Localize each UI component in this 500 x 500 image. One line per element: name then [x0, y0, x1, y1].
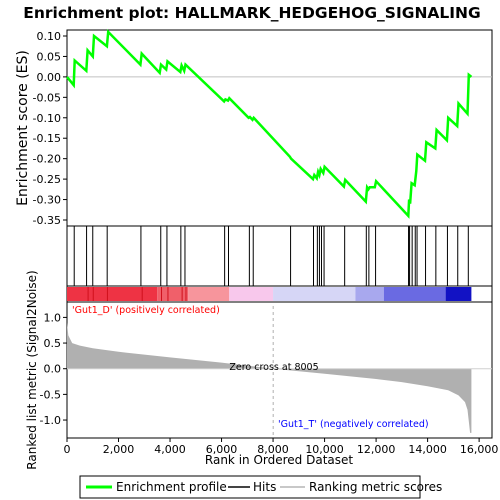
es-y-tick-label: 0.00 — [37, 71, 62, 84]
es-y-tick-label: -0.10 — [33, 112, 61, 125]
plot-title: Enrichment plot: HALLMARK_HEDGEHOG_SIGNA… — [23, 4, 481, 22]
es-y-tick-label: -0.25 — [33, 173, 61, 186]
es-y-tick-label: -0.35 — [33, 214, 61, 227]
ranked-metric-panel: 1.0 0.5 0.0 -0.5 -1.0 0 2,000 4,000 6,000 8,000 1… — [25, 270, 498, 469]
es-panel-frame — [66, 29, 493, 227]
hits-panel-frame — [66, 225, 493, 287]
hit-marks — [73, 226, 469, 286]
ranked-y-tick-label: 0.5 — [44, 337, 62, 350]
ranked-x-tick-label: 14,000 — [408, 443, 447, 456]
zero-cross-label: Zero cross at 8005 — [229, 362, 318, 373]
es-panel: 0.10 0.05 0.00 -0.05 -0.10 -0.15 -0.20 -0.25 -0.… — [15, 29, 493, 227]
ranked-y-tick-label: -1.0 — [40, 414, 61, 427]
colorbar-streak — [185, 287, 187, 301]
colorbar-segment — [229, 287, 274, 301]
ranked-y-tick-label: -0.5 — [40, 388, 61, 401]
ranked-y-ticks: 1.0 0.5 0.0 -0.5 -1.0 — [40, 311, 67, 427]
legend-ranking-label: Ranking metric scores — [309, 480, 442, 494]
colorbar-streak — [181, 287, 183, 301]
ranked-metric-area — [67, 322, 472, 433]
colorbar-streak — [106, 287, 108, 301]
es-y-tick-label: -0.30 — [33, 194, 61, 207]
legend-hits-label: Hits — [253, 480, 276, 494]
colorbar-streak — [92, 287, 94, 301]
ranked-x-tick-label: 16,000 — [460, 443, 499, 456]
colorbar-segment — [188, 287, 230, 301]
es-y-tick-label: -0.15 — [33, 132, 61, 145]
ranked-x-tick-label: 8,000 — [257, 443, 289, 456]
es-profile-line — [66, 29, 473, 219]
ranked-x-tick-label: 10,000 — [305, 443, 344, 456]
colorbar-segment — [273, 287, 356, 301]
ranked-x-tick-label: 6,000 — [206, 443, 238, 456]
ranked-y-axis-label: Ranked list metric (Signal2Noise) — [25, 270, 39, 469]
es-y-axis-label: Enrichment score (ES) — [15, 50, 31, 206]
ranked-x-ticks: 0 2,000 4,000 6,000 8,000 10,000 12,000 14,000 1… — [64, 438, 499, 456]
es-y-tick-label: -0.20 — [33, 153, 61, 166]
ranked-y-tick-label: 1.0 — [44, 311, 62, 324]
colorbar-streak — [141, 287, 143, 301]
colorbar-segment — [445, 287, 472, 301]
es-y-tick-label: -0.05 — [33, 91, 61, 104]
positive-correlated-label: 'Gut1_D' (positively correlated) — [72, 305, 220, 316]
ranked-y-tick-label: 0.0 — [44, 363, 62, 376]
ranked-x-tick-label: 4,000 — [154, 443, 186, 456]
es-y-tick-label: 0.05 — [37, 50, 62, 63]
hits-panel — [66, 225, 493, 287]
colorbar-streak — [167, 287, 169, 301]
es-y-ticks: 0.10 0.05 0.00 -0.05 -0.10 -0.15 -0.20 -0.25 -0.… — [33, 30, 67, 227]
colorbar-streak — [87, 287, 89, 301]
colorbar-segments — [67, 287, 472, 301]
ranked-x-tick-label: 12,000 — [357, 443, 396, 456]
ranked-x-tick-label: 0 — [64, 443, 71, 456]
colorbar-segment — [67, 287, 158, 301]
colorbar-segment — [157, 287, 189, 301]
colorbar-segment — [383, 287, 446, 301]
ranked-x-tick-label: 2,000 — [103, 443, 135, 456]
colorbar-segment — [355, 287, 384, 301]
colorbar-streak — [161, 287, 163, 301]
legend: Enrichment profile Hits Ranking metric s… — [79, 475, 442, 499]
es-y-tick-label: 0.10 — [37, 30, 62, 43]
rank-colorbar-panel — [66, 285, 493, 303]
negative-correlated-label: 'Gut1_T' (negatively correlated) — [278, 419, 429, 430]
legend-es-label: Enrichment profile — [116, 480, 227, 494]
ranked-x-axis-label: Rank in Ordered Dataset — [205, 453, 353, 467]
